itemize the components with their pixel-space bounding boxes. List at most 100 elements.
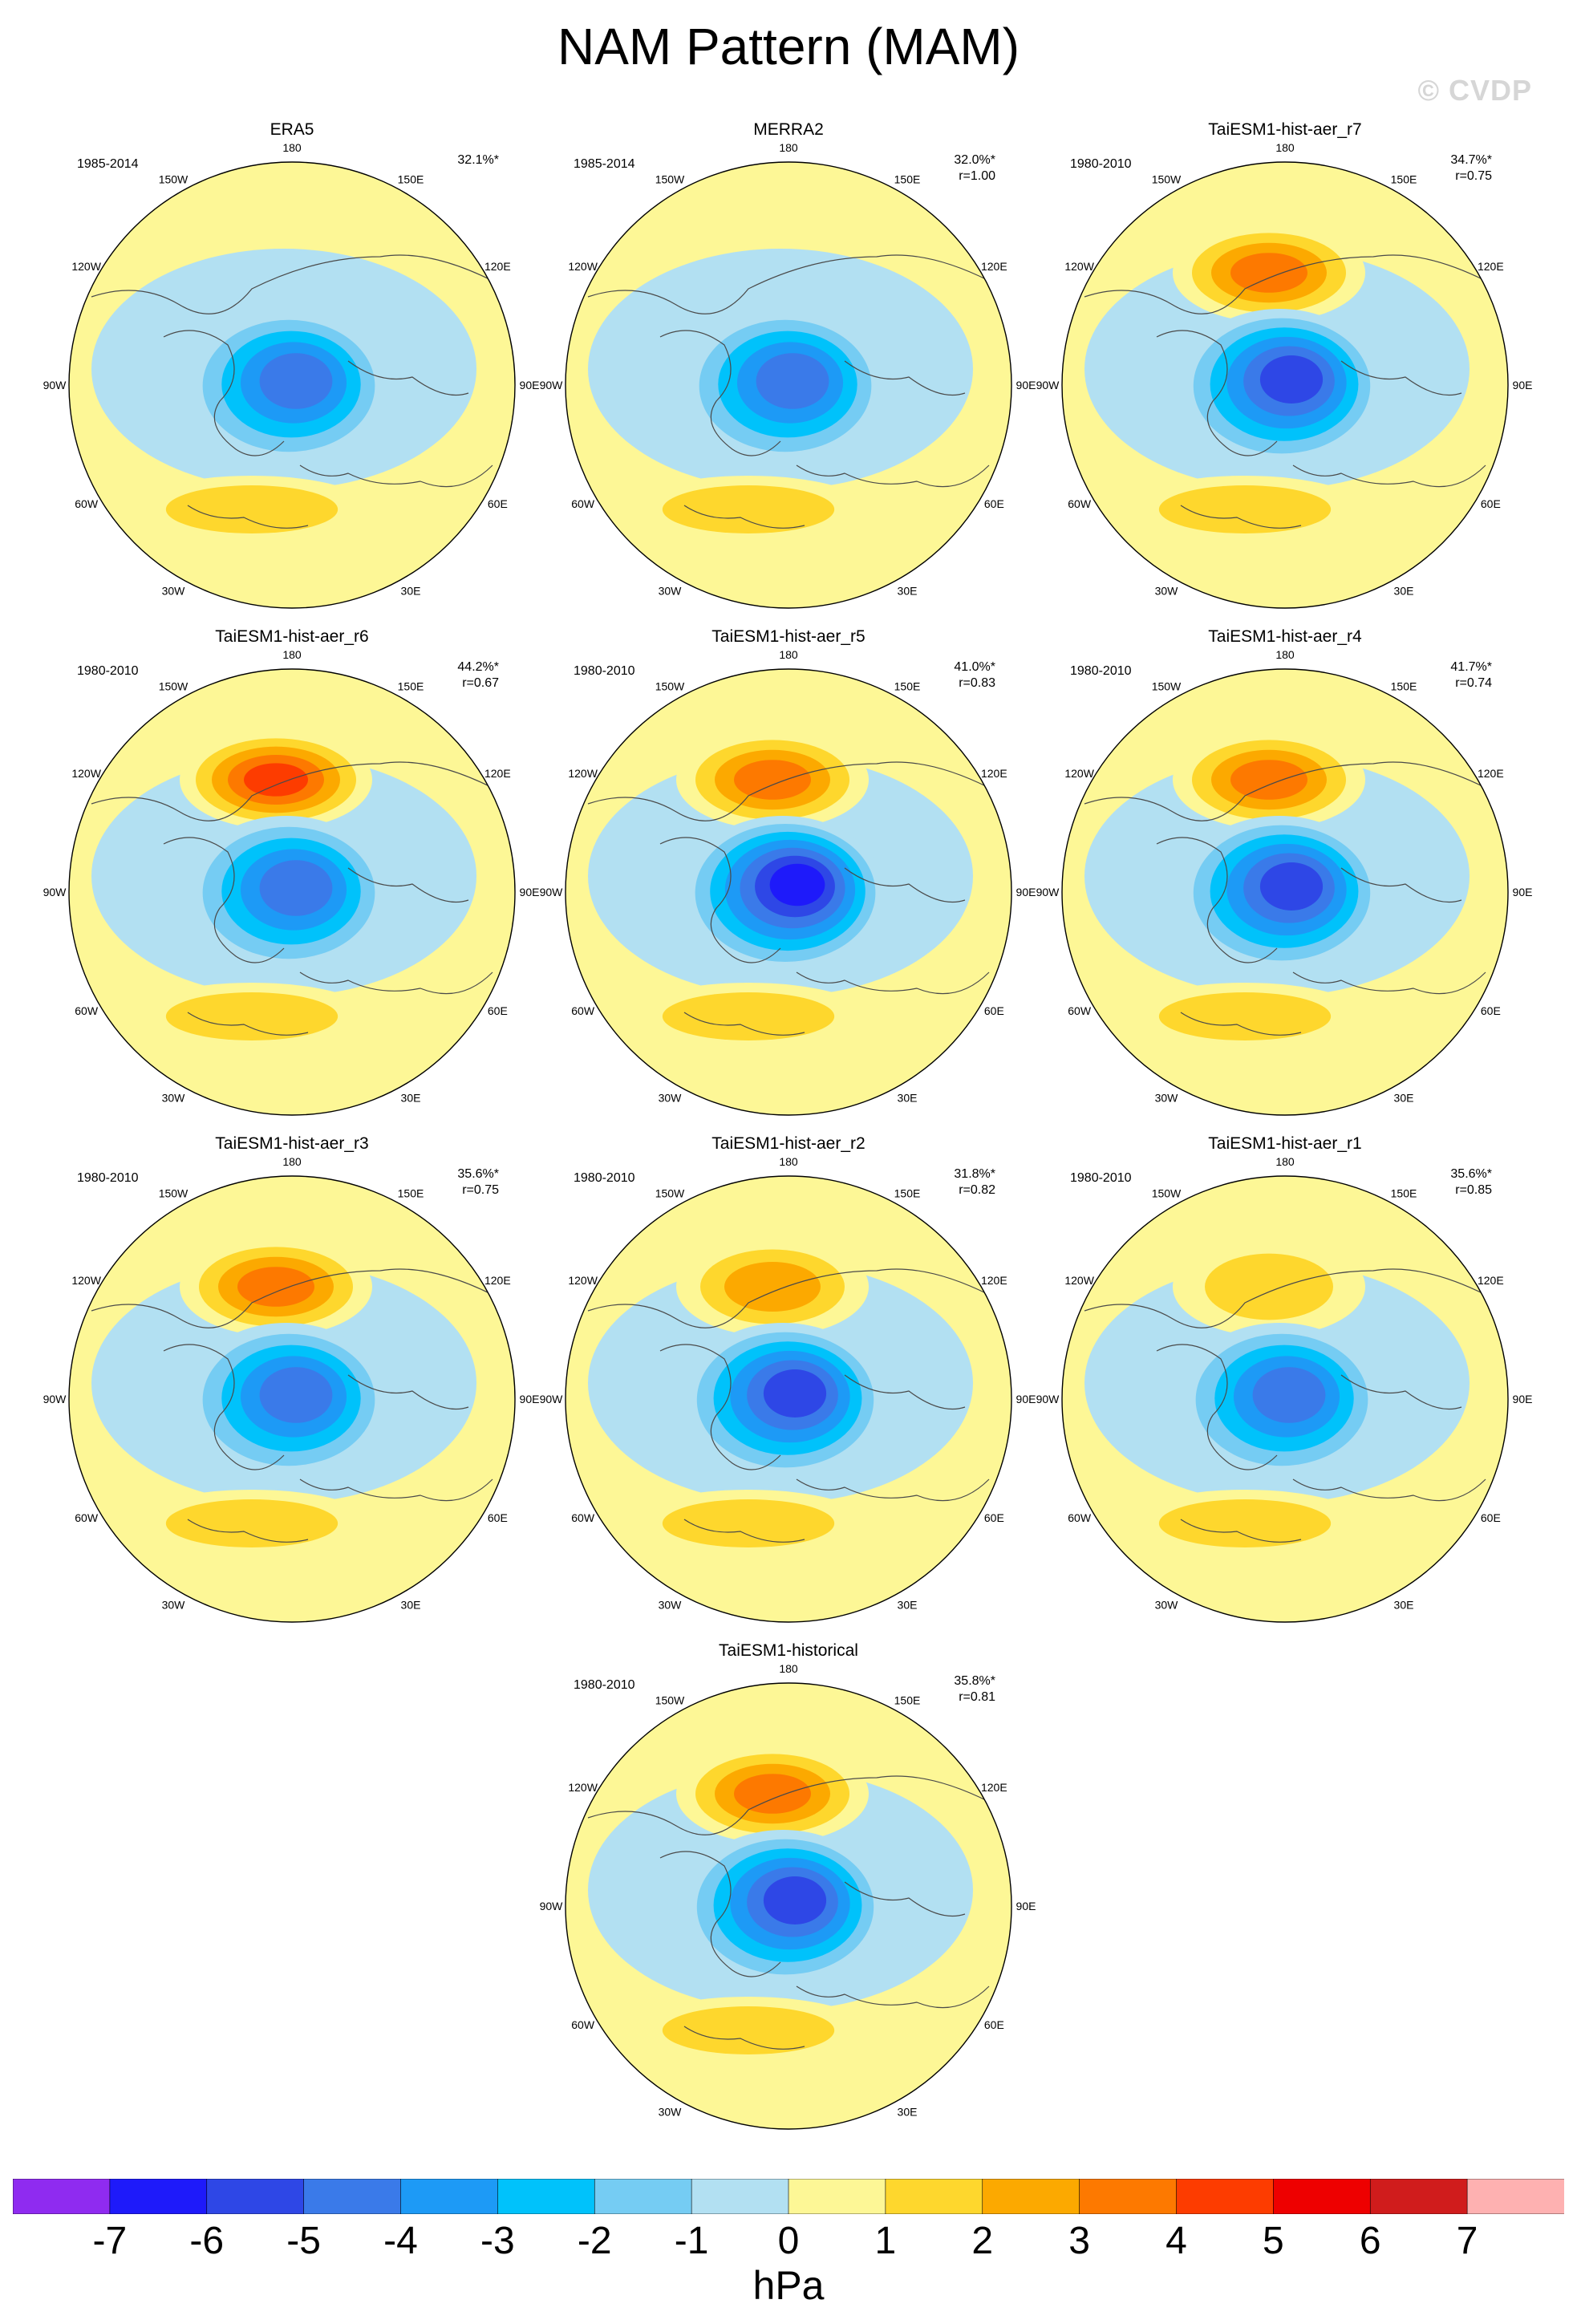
longitude-label: 180 bbox=[779, 648, 798, 661]
panel-title: MERRA2 bbox=[753, 120, 824, 139]
map-border bbox=[68, 668, 516, 1116]
panel-period: 1980-2010 bbox=[77, 664, 139, 678]
longitude-label: 0 bbox=[289, 616, 295, 618]
coastline bbox=[587, 1268, 990, 1328]
longitude-label: 90E bbox=[1016, 886, 1036, 898]
atlantic-high-contour bbox=[662, 2006, 835, 2054]
longitude-label: 180 bbox=[1275, 141, 1295, 154]
map-panel: 180 150E 120E 90E 60E 30E 0 30W 60W 90W 120W 150W ER… bbox=[43, 120, 541, 618]
panel-stats: 35.6%* r=0.85 bbox=[1450, 1166, 1492, 1199]
panel-title: TaiESM1-hist-aer_r3 bbox=[215, 1134, 369, 1153]
arctic-low-contour bbox=[1252, 1367, 1326, 1423]
longitude-label: 120W bbox=[568, 1781, 598, 1794]
arctic-low-contour bbox=[1259, 355, 1324, 404]
coastline bbox=[163, 837, 285, 963]
longitude-label: 90W bbox=[1036, 379, 1060, 391]
polar-map: 180 150E 120E 90E 60E 30E 0 30W 60W 90W 120W 150W bbox=[1036, 1155, 1532, 1632]
arctic-low-contour bbox=[1259, 862, 1324, 911]
longitude-label: 180 bbox=[282, 141, 302, 154]
polar-map: 180 150E 120E 90E 60E 30E 0 30W 60W 90W 120W 150W bbox=[43, 141, 539, 618]
longitude-label: 90E bbox=[1016, 1900, 1036, 1912]
coastline bbox=[91, 761, 493, 821]
coastline bbox=[796, 1478, 990, 1502]
panel-stats: 41.7%* r=0.74 bbox=[1450, 659, 1492, 692]
coastline bbox=[659, 330, 781, 456]
coastlines bbox=[1084, 254, 1486, 529]
longitude-label: 60W bbox=[75, 497, 99, 510]
longitude-label: 150W bbox=[159, 1187, 189, 1200]
coastline bbox=[163, 1344, 285, 1470]
panel-period: 1985-2014 bbox=[77, 157, 139, 171]
pct-variance: 34.7%* bbox=[1450, 153, 1492, 167]
atlantic-high-contour bbox=[165, 485, 339, 533]
panel-title: TaiESM1-hist-aer_r7 bbox=[1208, 120, 1362, 139]
longitude-label: 90E bbox=[1016, 379, 1036, 391]
longitude-label: 180 bbox=[282, 648, 302, 661]
colorbar-swatch bbox=[400, 2179, 499, 2214]
longitude-label: 30E bbox=[898, 1091, 918, 1104]
coastline bbox=[1292, 1478, 1486, 1502]
panel-stats: 31.8%* r=0.82 bbox=[954, 1166, 995, 1199]
longitude-label: 30E bbox=[401, 1091, 421, 1104]
colorbar-tick: 7 bbox=[1456, 2220, 1478, 2262]
map-border bbox=[565, 1682, 1012, 2130]
longitude-label: 120E bbox=[981, 767, 1007, 780]
atlantic-high-contour bbox=[165, 992, 339, 1040]
map-panel: 180 150E 120E 90E 60E 30E 0 30W 60W 90W 120W 150W Ta… bbox=[540, 627, 1037, 1125]
panel-stats: 44.2%* r=0.67 bbox=[457, 659, 499, 692]
colorbar-swatch bbox=[1176, 2179, 1275, 2214]
map-panel: 180 150E 120E 90E 60E 30E 0 30W 60W 90W 120W 150W Ta… bbox=[43, 1134, 541, 1632]
panel-period: 1980-2010 bbox=[1070, 157, 1132, 171]
longitude-label: 120W bbox=[1064, 260, 1094, 273]
longitude-label: 150W bbox=[159, 680, 189, 693]
pacific-high-contour bbox=[734, 1774, 811, 1814]
longitude-label: 150E bbox=[1391, 1187, 1417, 1200]
map-panel: 180 150E 120E 90E 60E 30E 0 30W 60W 90W 120W 150W Ta… bbox=[540, 1134, 1037, 1632]
longitude-label: 60E bbox=[1481, 497, 1501, 510]
pct-variance: 32.1%* bbox=[457, 153, 499, 167]
longitude-label: 60W bbox=[1068, 1511, 1092, 1524]
coastline bbox=[163, 330, 285, 456]
longitude-label: 30E bbox=[1394, 1598, 1414, 1611]
longitude-label: 30E bbox=[1394, 1091, 1414, 1104]
coastlines bbox=[587, 1268, 990, 1543]
longitude-label: 0 bbox=[289, 1123, 295, 1125]
longitude-label: 120E bbox=[484, 260, 511, 273]
panel-stats: 32.1%* bbox=[457, 152, 499, 168]
longitude-label: 120W bbox=[568, 1274, 598, 1287]
panel-stats: 41.0%* r=0.83 bbox=[954, 659, 995, 692]
cvdp-watermark: © CVDP bbox=[1417, 74, 1532, 107]
longitude-label: 150W bbox=[1152, 680, 1182, 693]
longitude-label: 120E bbox=[1478, 1274, 1504, 1287]
map-border bbox=[1061, 1175, 1509, 1623]
pattern-correlation: r=0.81 bbox=[959, 1690, 995, 1704]
coastline bbox=[299, 464, 493, 488]
coastline bbox=[796, 1985, 990, 2009]
colorbar-tick: 6 bbox=[1359, 2220, 1381, 2262]
longitude-label: 30W bbox=[659, 2105, 683, 2118]
arctic-low-contour bbox=[259, 860, 333, 916]
coastline bbox=[1292, 464, 1486, 488]
longitude-label: 30E bbox=[898, 1598, 918, 1611]
longitude-label: 120E bbox=[484, 767, 511, 780]
panel-period: 1980-2010 bbox=[574, 1678, 635, 1692]
coastline bbox=[1292, 971, 1486, 995]
colorbar-tick: 1 bbox=[874, 2220, 897, 2262]
coastline bbox=[1084, 761, 1486, 821]
pattern-correlation: r=1.00 bbox=[959, 169, 995, 183]
longitude-label: 180 bbox=[1275, 1155, 1295, 1168]
panel-stats: 32.0%* r=1.00 bbox=[954, 152, 995, 185]
pacific-high-contour bbox=[244, 763, 308, 797]
longitude-label: 60E bbox=[488, 1004, 508, 1017]
colorbar-swatch bbox=[1273, 2179, 1372, 2214]
coastline bbox=[1084, 1268, 1486, 1328]
coastline bbox=[683, 1519, 805, 1543]
longitude-label: 120E bbox=[981, 260, 1007, 273]
colorbar-tick: -3 bbox=[480, 2220, 515, 2262]
colorbar-swatch bbox=[206, 2179, 305, 2214]
map-panel: 180 150E 120E 90E 60E 30E 0 30W 60W 90W 120W 150W ME… bbox=[540, 120, 1037, 618]
longitude-label: 150E bbox=[894, 680, 921, 693]
longitude-label: 150W bbox=[655, 1187, 685, 1200]
map-border bbox=[68, 1175, 516, 1623]
longitude-label: 120W bbox=[1064, 767, 1094, 780]
